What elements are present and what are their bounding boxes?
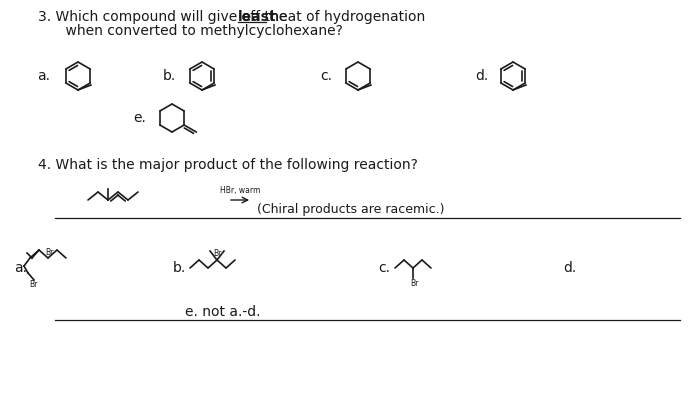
Text: when converted to methylcyclohexane?: when converted to methylcyclohexane? <box>48 24 343 38</box>
Text: 4. What is the major product of the following reaction?: 4. What is the major product of the foll… <box>38 158 418 172</box>
Text: Br: Br <box>29 280 37 289</box>
Text: HBr, warm: HBr, warm <box>220 186 260 195</box>
Text: Br: Br <box>45 248 53 257</box>
Text: e. not a.-d.: e. not a.-d. <box>185 305 260 319</box>
Text: b.: b. <box>173 261 186 275</box>
Text: a.: a. <box>14 261 27 275</box>
Text: e.: e. <box>133 111 146 125</box>
Text: c.: c. <box>320 69 332 83</box>
Text: c.: c. <box>378 261 390 275</box>
Text: heat of hydrogenation: heat of hydrogenation <box>266 10 425 24</box>
Text: least: least <box>238 10 276 24</box>
Text: b.: b. <box>163 69 176 83</box>
Text: (Chiral products are racemic.): (Chiral products are racemic.) <box>257 203 444 216</box>
Text: Br: Br <box>410 279 418 288</box>
Text: d.: d. <box>475 69 489 83</box>
Text: Br: Br <box>213 249 221 258</box>
Text: 3. Which compound will give off the: 3. Which compound will give off the <box>38 10 292 24</box>
Text: a.: a. <box>37 69 50 83</box>
Text: d.: d. <box>563 261 576 275</box>
